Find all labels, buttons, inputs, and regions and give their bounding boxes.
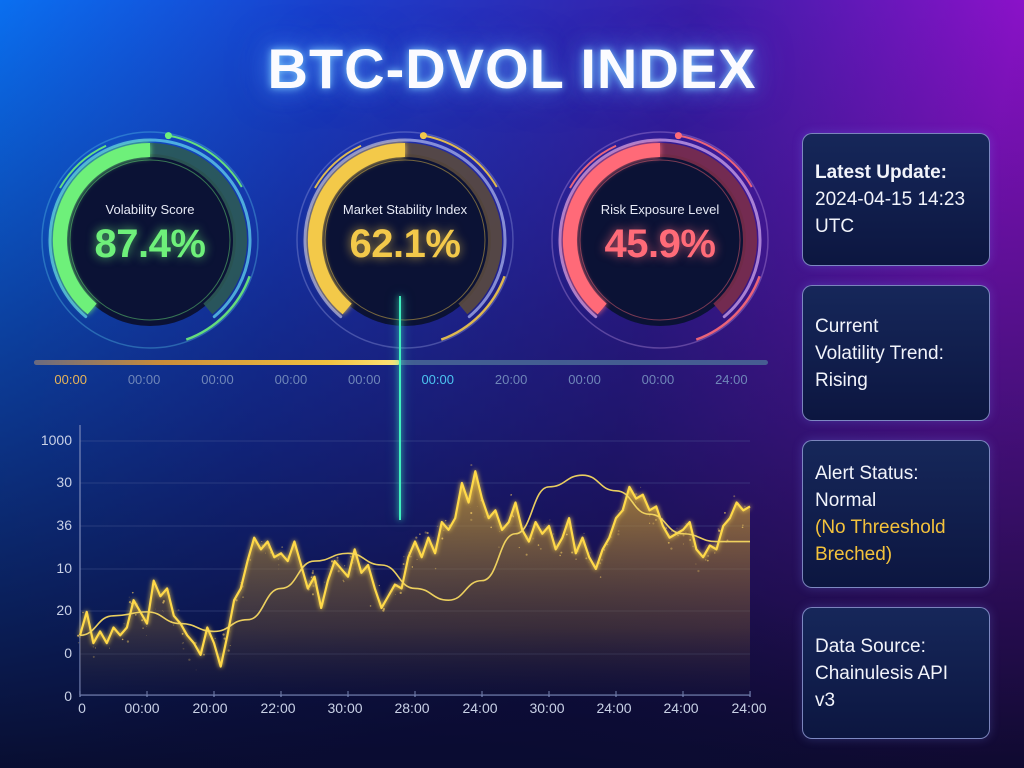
y-axis-tick: 10 — [56, 560, 72, 576]
time-cursor-line[interactable] — [399, 296, 401, 520]
card-alert-status: Alert Status: Normal (No Threeshold Brec… — [802, 440, 990, 588]
page-title: BTC-DVOL INDEX — [267, 37, 757, 100]
gauge-ring-icon — [41, 131, 259, 349]
gauge-risk-exposure: Risk Exposure Level 45.9% — [535, 122, 785, 352]
card-note: (No Threeshold — [815, 517, 946, 538]
card-latest-update: Latest Update: 2024-04-15 14:23 UTC — [802, 133, 990, 266]
card-volatility-trend: Current Volatility Trend: Rising — [802, 285, 990, 421]
gauge-label: Risk Exposure Level — [600, 202, 720, 217]
gauge-value: 45.9% — [604, 222, 716, 266]
timeline-tick[interactable]: 00:00 — [54, 372, 87, 387]
timeline-tick[interactable]: 00:00 — [201, 372, 234, 387]
x-axis-tick: 00:00 — [124, 700, 160, 716]
timeline-track[interactable] — [34, 360, 768, 365]
x-axis-tick: 28:00 — [394, 700, 430, 716]
timeline-tick[interactable]: 24:00 — [715, 372, 748, 387]
gauge-value: 62.1% — [349, 222, 461, 266]
card-heading: Volatility Trend: — [815, 342, 944, 364]
x-axis-tick: 30:00 — [529, 700, 565, 716]
gauge-ring-icon — [296, 131, 514, 349]
x-axis-tick: 20:00 — [192, 700, 228, 716]
card-heading: Current — [815, 315, 879, 337]
x-axis-tick: 24:00 — [663, 700, 699, 716]
x-axis-tick: 0 — [78, 700, 86, 716]
y-axis-tick: 1000 — [40, 432, 72, 448]
card-heading: Data Source: — [815, 635, 926, 657]
gauge-ring-icon — [551, 131, 769, 349]
chart-plot-area — [77, 425, 751, 697]
timeline-scrubber[interactable]: 00:00 00:00 00:00 00:00 00:00 00:00 20:0… — [34, 358, 768, 398]
x-axis-tick: 30:00 — [327, 700, 363, 716]
gauge-volatility-score: Volability Score 87.4% — [25, 122, 275, 352]
timeline-tick[interactable]: 00:00 — [274, 372, 308, 387]
y-axis-tick: 20 — [56, 602, 72, 618]
x-axis-tick: 22:00 — [260, 700, 296, 716]
timeline-tick[interactable]: 00:00 — [348, 372, 381, 387]
x-axis-tick: 24:00 — [731, 700, 767, 716]
card-data-source: Data Source: Chainulesis API v3 — [802, 607, 990, 739]
gauge-market-stability: Market Stability Index 62.1% — [280, 122, 530, 352]
timeline-tick[interactable]: 00:00 — [127, 372, 161, 387]
timeline-progress — [34, 360, 400, 365]
x-axis-tick: 24:00 — [462, 700, 498, 716]
timeline-tick-labels: 00:00 00:00 00:00 00:00 00:00 00:00 20:0… — [34, 372, 768, 387]
card-heading: Alert Status: — [815, 463, 919, 484]
card-value: UTC — [815, 216, 855, 237]
y-axis-tick: 0 — [64, 688, 72, 704]
card-value: v3 — [815, 689, 836, 711]
timeline-tick[interactable]: 00:00 — [421, 372, 454, 387]
volatility-line-chart: 1000 30 36 10 20 0 0 0 00:00 20:00 22:00… — [0, 400, 790, 730]
y-axis-tick: 30 — [56, 474, 72, 490]
timeline-tick[interactable]: 20:00 — [494, 372, 528, 387]
x-axis-tick: 24:00 — [596, 700, 632, 716]
timeline-tick[interactable]: 00:00 — [641, 372, 675, 387]
gauge-label: Market Stability Index — [342, 202, 468, 217]
gauge-label: Volability Score — [105, 202, 195, 217]
y-axis-tick: 0 — [64, 645, 72, 661]
card-value: Rising — [815, 369, 868, 391]
card-value: Chainulesis API — [815, 662, 949, 684]
card-note: Breched) — [815, 544, 893, 565]
card-heading: Latest Update: — [815, 162, 947, 183]
timeline-tick[interactable]: 00:00 — [568, 372, 601, 387]
card-value: 2024-04-15 14:23 — [815, 189, 966, 210]
card-value: Normal — [815, 490, 877, 511]
y-axis-tick: 36 — [56, 517, 72, 533]
gauge-value: 87.4% — [94, 222, 206, 266]
